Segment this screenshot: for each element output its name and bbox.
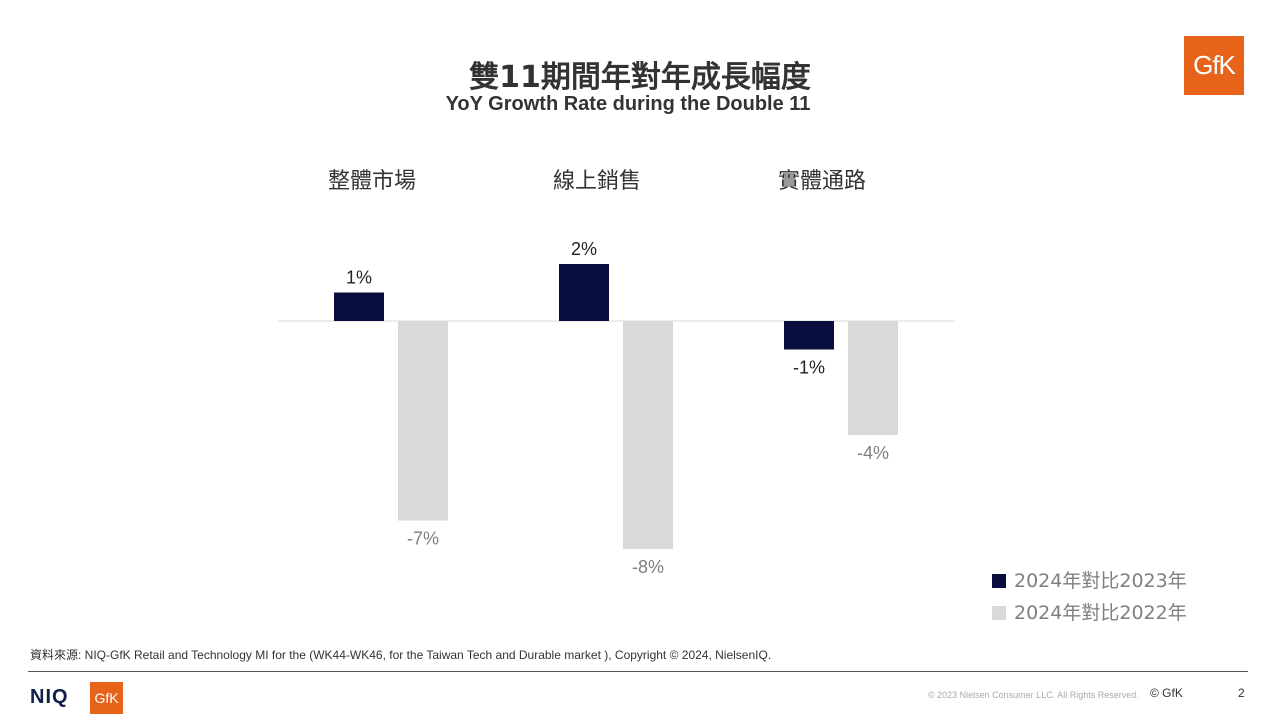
niq-logo: NIQ (30, 686, 69, 708)
bar-2 (623, 321, 673, 549)
data-label: 1% (346, 268, 372, 288)
data-label: -4% (857, 443, 889, 463)
category-label: 實體通路 (778, 169, 866, 194)
page-title: 雙11期間年對年成長幅度 (469, 60, 811, 95)
bar-1 (559, 264, 609, 321)
gfk-logo: GfK (1184, 36, 1244, 95)
legend-item-1: 2024年對比2023年 (992, 566, 1187, 593)
legend-swatch-dark (992, 574, 1006, 588)
page-subtitle: YoY Growth Rate during the Double 11 (445, 93, 811, 115)
gfk-small-logo: GfK (90, 682, 123, 714)
bar-1 (334, 292, 384, 321)
legend-label-2: 2024年對比2022年 (1014, 602, 1187, 624)
data-label: -7% (407, 529, 439, 549)
category-label: 線上銷售 (553, 169, 641, 194)
bar-2 (398, 321, 448, 521)
data-label: 2% (571, 239, 597, 259)
copyright-small: © 2023 Nielsen Consumer LLC. All Rights … (928, 690, 1139, 700)
category-label: 整體市場 (328, 169, 416, 194)
page-number: 2 (1238, 686, 1245, 700)
legend-swatch-light (992, 606, 1006, 620)
source-note: 資料來源: NIQ-GfK Retail and Technology MI f… (30, 648, 772, 662)
data-label: -8% (632, 557, 664, 577)
bar-1 (784, 321, 834, 350)
data-label: -1% (793, 358, 825, 378)
legend-label-1: 2024年對比2023年 (1014, 570, 1187, 592)
gfk-logo-text: GfK (1193, 50, 1236, 80)
bar-chart: 整體市場 1% -7% 線上銷售 2% -8% 實體通路 -1% -4% (278, 169, 955, 577)
legend-item-2: 2024年對比2022年 (992, 598, 1187, 625)
bar-2 (848, 321, 898, 435)
copyright-gfk: © GfK (1150, 686, 1183, 700)
footer-divider (28, 671, 1248, 672)
